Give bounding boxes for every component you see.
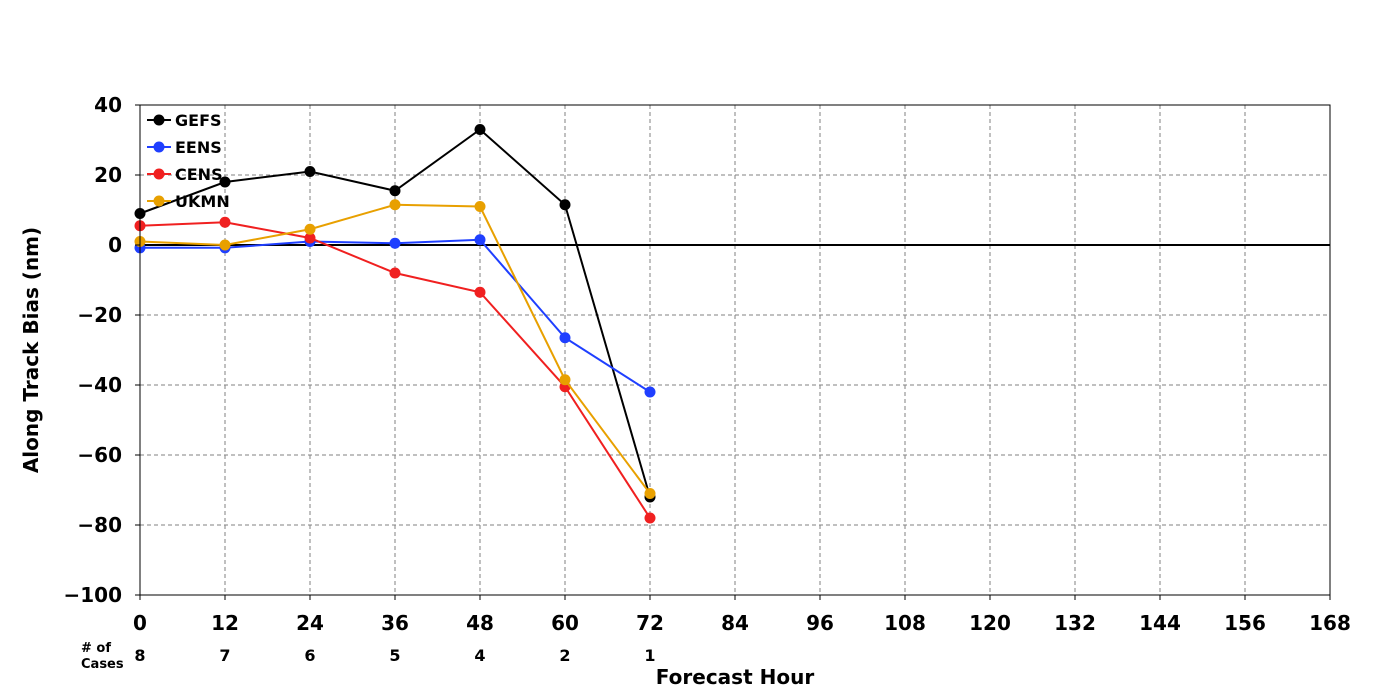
data-point-ukmn bbox=[559, 374, 571, 386]
cases-count: 8 bbox=[134, 646, 145, 665]
cases-row: # of Cases 8 7 6 5 4 2 1 bbox=[81, 641, 656, 672]
y-tick-label: 20 bbox=[94, 163, 122, 187]
data-point-ukmn bbox=[474, 201, 486, 212]
legend-label: UKMN bbox=[175, 192, 230, 211]
x-tick-label: 0 bbox=[133, 611, 147, 635]
y-tick-label: 0 bbox=[108, 233, 122, 257]
cases-header-line1: # of bbox=[81, 641, 111, 656]
x-tick-label: 156 bbox=[1224, 611, 1266, 635]
y-axis-label: Along Track Bias (nm) bbox=[19, 227, 43, 473]
y-tick-label: −60 bbox=[77, 443, 122, 467]
x-tick-label: 108 bbox=[884, 611, 926, 635]
data-point-gefs bbox=[304, 166, 316, 177]
x-tick-label: 72 bbox=[636, 611, 664, 635]
legend-label: CENS bbox=[175, 165, 223, 184]
x-tick-label: 36 bbox=[381, 611, 409, 635]
data-point-cens bbox=[304, 232, 316, 244]
data-point-gefs bbox=[389, 185, 401, 197]
y-axis-ticks: 40 20 0 −20 −40 −60 −80 −100 bbox=[63, 93, 140, 607]
data-point-ukmn bbox=[304, 223, 316, 235]
data-point-gefs bbox=[559, 199, 571, 211]
data-point-ukmn bbox=[219, 239, 231, 251]
x-axis-ticks: 0 12 24 36 48 60 72 84 96 108 120 132 144 156 168 bbox=[133, 595, 1351, 635]
x-tick-label: 60 bbox=[551, 611, 579, 635]
cases-count: 4 bbox=[474, 646, 485, 665]
data-point-eens bbox=[644, 386, 656, 398]
data-point-eens bbox=[474, 234, 486, 246]
legend-item-ukmn: UKMN bbox=[147, 192, 230, 211]
cases-count: 6 bbox=[304, 646, 315, 665]
y-tick-label: −20 bbox=[77, 303, 122, 327]
cases-count: 7 bbox=[219, 646, 230, 665]
x-tick-label: 96 bbox=[806, 611, 834, 635]
x-tick-label: 168 bbox=[1309, 611, 1351, 635]
data-point-gefs bbox=[219, 176, 231, 188]
x-axis-label: Forecast Hour bbox=[656, 665, 815, 689]
legend-item-eens: EENS bbox=[147, 138, 222, 157]
y-tick-label: 40 bbox=[94, 93, 122, 117]
data-point-cens bbox=[389, 267, 401, 279]
x-tick-label: 120 bbox=[969, 611, 1011, 635]
data-point-cens bbox=[474, 286, 486, 298]
series-cens bbox=[134, 216, 656, 524]
legend-marker bbox=[153, 168, 165, 180]
x-tick-label: 84 bbox=[721, 611, 749, 635]
legend: GEFS EENS CENS UKMN bbox=[147, 111, 230, 211]
cases-header-line2: Cases bbox=[81, 657, 124, 672]
data-point-ukmn bbox=[389, 199, 401, 211]
data-point-eens bbox=[559, 332, 571, 344]
x-tick-label: 144 bbox=[1139, 611, 1181, 635]
y-tick-label: −100 bbox=[63, 583, 122, 607]
cases-count: 5 bbox=[389, 646, 400, 665]
legend-marker bbox=[153, 195, 165, 207]
data-point-ukmn bbox=[644, 488, 656, 499]
x-tick-label: 24 bbox=[296, 611, 324, 635]
grid bbox=[140, 105, 1330, 595]
legend-marker bbox=[153, 141, 165, 153]
data-point-eens bbox=[389, 237, 401, 249]
data-point-cens bbox=[219, 216, 231, 228]
y-tick-label: −40 bbox=[77, 373, 122, 397]
x-tick-label: 48 bbox=[466, 611, 494, 635]
data-point-gefs bbox=[474, 124, 486, 135]
cases-count: 2 bbox=[559, 646, 570, 665]
y-tick-label: −80 bbox=[77, 513, 122, 537]
legend-item-cens: CENS bbox=[147, 165, 223, 184]
legend-marker bbox=[153, 114, 165, 126]
series-layer bbox=[134, 124, 656, 524]
legend-item-gefs: GEFS bbox=[147, 111, 222, 130]
series-ukmn bbox=[134, 199, 656, 499]
legend-label: GEFS bbox=[175, 111, 222, 130]
x-tick-label: 12 bbox=[211, 611, 239, 635]
cases-count: 1 bbox=[644, 646, 655, 665]
legend-label: EENS bbox=[175, 138, 222, 157]
x-tick-label: 132 bbox=[1054, 611, 1096, 635]
data-point-cens bbox=[644, 512, 656, 524]
